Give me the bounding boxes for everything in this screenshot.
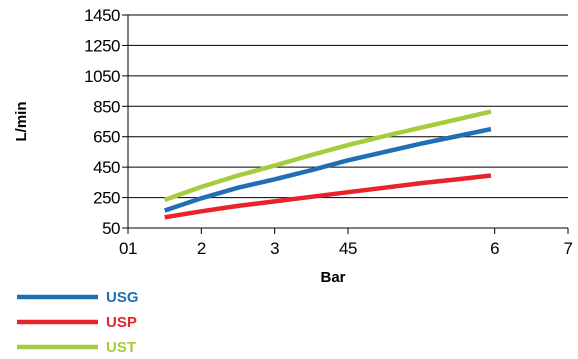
y-tick-label: 450: [93, 158, 120, 177]
series-lines: [163, 109, 492, 220]
x-axis-label: Bar: [320, 269, 345, 286]
series-line-usg: [163, 126, 492, 213]
x-tick-label: 6: [490, 239, 499, 258]
y-tick-label: 1450: [84, 6, 120, 25]
gridlines: [128, 14, 568, 229]
y-tick-label: 850: [93, 97, 120, 116]
y-tick-labels: 50 250 450 650 850 1050 1250 1450: [84, 6, 120, 238]
axes: [122, 14, 569, 234]
legend-label: USG: [106, 289, 139, 306]
y-tick-label: 650: [93, 128, 120, 147]
x-tick-label: 7: [564, 239, 573, 258]
legend-item-ust: UST: [17, 339, 136, 356]
y-tick-label: 1050: [84, 67, 120, 86]
legend-item-usp: USP: [17, 314, 137, 331]
y-axis-label: L/min: [13, 102, 30, 142]
y-tick-label: 1250: [84, 36, 120, 55]
legend-label: USP: [106, 314, 137, 331]
x-tick-label: 01: [119, 239, 137, 258]
y-tick-label: 250: [93, 189, 120, 208]
y-tick-label: 50: [102, 219, 120, 238]
x-tick-label: 2: [197, 239, 206, 258]
legend-label: UST: [106, 339, 136, 356]
series-line-usp: [164, 173, 492, 220]
x-tick-label: 45: [339, 239, 357, 258]
legend-item-usg: USG: [17, 289, 139, 306]
series-line-ust: [163, 109, 492, 203]
x-tick-label: 3: [270, 239, 279, 258]
x-tick-labels: 01 2 3 45 6 7: [119, 239, 573, 258]
legend: USG USP UST: [17, 289, 139, 356]
